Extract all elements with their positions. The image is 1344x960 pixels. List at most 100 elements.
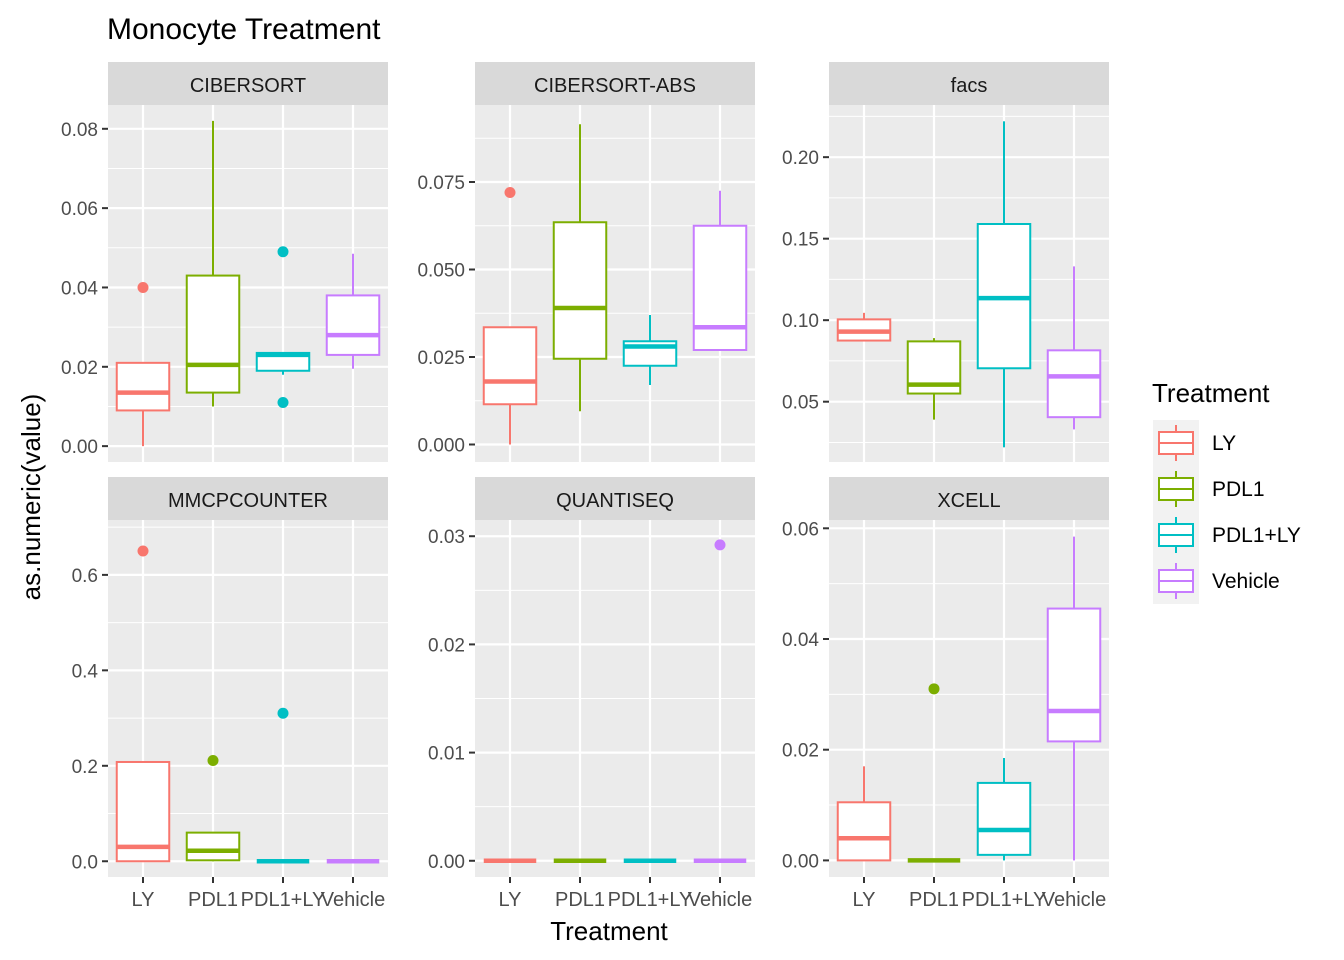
y-tick-label: 0.04	[61, 278, 98, 299]
box-body	[976, 781, 1032, 856]
x-tick-label: LY	[132, 889, 155, 911]
box-vehicle	[1046, 536, 1102, 861]
outlier-point	[714, 539, 726, 551]
legend-label: PDL1	[1212, 478, 1265, 501]
x-tick-label: Vehicle	[688, 889, 753, 911]
box-body	[1046, 607, 1102, 743]
facet-strip-label: XCELL	[937, 490, 1000, 512]
y-tick-label: 0.05	[782, 393, 819, 414]
x-tick-label: PDL1	[188, 889, 238, 911]
legend-entry-vehicle: Vehicle	[1153, 558, 1280, 604]
outlier-point	[207, 755, 219, 767]
facet-strip	[108, 477, 388, 520]
y-tick-label: 0.2	[72, 757, 98, 778]
legend-entry-ly: LY	[1153, 420, 1236, 466]
box-ly	[115, 281, 171, 447]
legend-label: Vehicle	[1212, 570, 1280, 593]
panel-cibersort-abs: CIBERSORT-ABS 0.000 0.025 0.050 0.075	[417, 62, 755, 462]
box-pdl1-plus-ly	[255, 246, 311, 408]
y-tick-label: 0.00	[428, 852, 465, 873]
box-pdl1-plus-ly	[256, 707, 310, 864]
outlier-point	[137, 281, 149, 293]
panel-cibersort: CIBERSORT 0.00 0.02 0.04 0.06 0.08	[61, 62, 388, 462]
box-body	[692, 224, 748, 351]
y-tick-label: 0.20	[782, 148, 819, 169]
box-pdl1	[185, 120, 241, 407]
facet-strip-label: CIBERSORT	[190, 75, 306, 97]
x-tick-label: PDL1+LY	[241, 889, 326, 911]
legend: Treatment LY PDL1 PDL1+LY Vehicle	[1152, 378, 1301, 604]
box-pdl1	[185, 755, 241, 862]
legend-title: Treatment	[1152, 378, 1270, 408]
x-tick-label: PDL1+LY	[608, 889, 693, 911]
box-body	[482, 326, 538, 406]
box-pdl1-plus-ly	[976, 121, 1032, 448]
box-body	[1046, 349, 1102, 419]
y-tick-label: 0.10	[782, 311, 819, 332]
facet-strip	[475, 62, 755, 105]
box-ly	[836, 766, 892, 862]
facet-strip-label: MMCPCOUNTER	[168, 490, 328, 512]
panel-mmcpcounter: MMCPCOUNTER 0.0 0.2 0.4 0.6 LY PDL1 PDL1+LYVehi…	[72, 477, 388, 911]
box-body	[552, 221, 608, 360]
box-vehicle	[693, 539, 747, 864]
y-tick-label: 0.02	[61, 358, 98, 379]
x-tick-label: LY	[499, 889, 522, 911]
box-ly	[482, 187, 538, 445]
box-body	[185, 274, 241, 394]
box-pdl1	[907, 683, 961, 863]
outlier-point	[928, 683, 940, 695]
outlier-point	[277, 397, 289, 408]
box-pdl1-plus-ly	[622, 315, 678, 385]
y-tick-label: 0.0	[72, 852, 98, 873]
facet-strip-label: CIBERSORT-ABS	[534, 75, 696, 97]
box-vehicle	[692, 190, 748, 351]
y-tick-label: 0.02	[428, 635, 465, 656]
y-tick-label: 0.4	[72, 661, 99, 682]
box-body	[115, 361, 171, 412]
box-ly	[836, 312, 892, 342]
outlier-point	[277, 246, 289, 258]
facet-strip-label: facs	[951, 75, 988, 97]
box-body	[325, 294, 381, 356]
box-body	[185, 831, 241, 862]
y-tick-label: 0.06	[61, 199, 98, 220]
x-tick-label: LY	[853, 889, 876, 911]
box-pdl1	[552, 124, 608, 412]
y-axis-title: as.numeric(value)	[16, 394, 46, 601]
facet-strip-label: QUANTISEQ	[556, 490, 674, 512]
outlier-point	[504, 187, 516, 198]
y-tick-label: 0.15	[782, 230, 819, 251]
legend-entry-pdl1: PDL1	[1153, 466, 1265, 512]
facet-strip	[475, 477, 755, 520]
y-tick-label: 0.06	[782, 519, 819, 540]
outlier-point	[137, 545, 149, 557]
legend-entry-pdl1-plus-ly: PDL1+LY	[1153, 512, 1301, 558]
y-tick-label: 0.6	[72, 566, 98, 587]
chart-title: Monocyte Treatment	[107, 13, 381, 46]
y-tick-label: 0.00	[782, 851, 819, 872]
x-tick-label: PDL1	[909, 889, 959, 911]
box-pdl1	[906, 338, 962, 420]
facet-strip	[829, 62, 1109, 105]
box-body	[836, 801, 892, 862]
facet-strip	[108, 62, 388, 105]
y-tick-label: 0.01	[428, 744, 465, 765]
box-vehicle	[325, 253, 381, 369]
y-tick-label: 0.050	[417, 261, 465, 282]
facet-panels: CIBERSORT 0.00 0.02 0.04 0.06 0.08 CIBERSORT-A…	[61, 62, 1109, 911]
x-tick-label: Vehicle	[1042, 889, 1107, 911]
x-tick-label: Vehicle	[321, 889, 386, 911]
facet-strip	[829, 477, 1109, 520]
panel-quantiseq: QUANTISEQ 0.00 0.01 0.02 0.03 LY PDL1 PDL1+LYVe…	[428, 477, 755, 911]
y-tick-label: 0.04	[782, 630, 819, 651]
y-tick-label: 0.08	[61, 120, 98, 141]
y-tick-label: 0.02	[782, 741, 819, 762]
panel-xcell: XCELL 0.00 0.02 0.04 0.06 LY PDL1 PDL1+LYVehicl…	[782, 477, 1109, 911]
box-vehicle	[1046, 266, 1102, 430]
x-tick-label: PDL1	[555, 889, 605, 911]
legend-label: PDL1+LY	[1212, 524, 1301, 547]
legend-label: LY	[1212, 432, 1236, 455]
x-tick-label: PDL1+LY	[962, 889, 1047, 911]
